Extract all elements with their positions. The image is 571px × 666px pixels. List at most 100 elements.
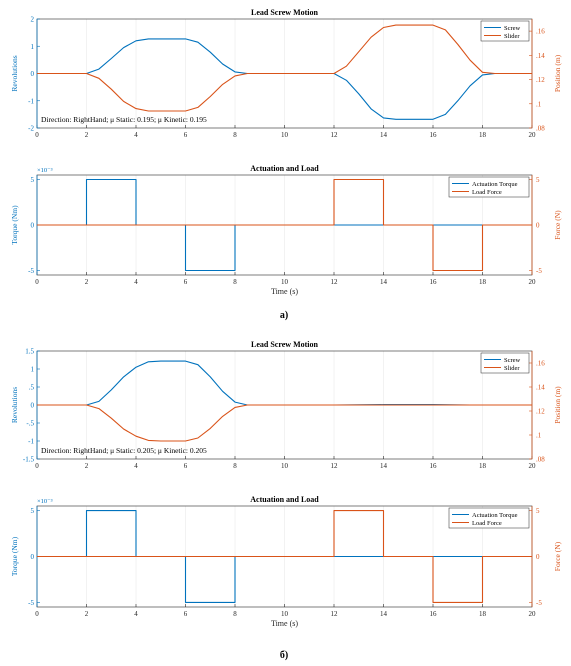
chart-title: Lead Screw Motion (251, 8, 319, 17)
x-tick-label: 6 (184, 131, 188, 139)
x-tick-label: 8 (233, 462, 237, 470)
y-axis-label-right: Position (m) (553, 386, 562, 424)
y-tick-label-right: .1 (536, 432, 542, 440)
y-tick-label-right: 0 (536, 222, 540, 230)
x-tick-label: 12 (331, 278, 339, 286)
x-tick-label: 14 (380, 278, 388, 286)
y-axis-label-left: Revolutions (10, 55, 19, 91)
y-tick-label-left: -5 (28, 267, 34, 275)
y-tick-label-left: 1 (31, 43, 35, 51)
series-line-load-force (37, 178, 532, 272)
y-tick-label-left: -2 (28, 125, 34, 133)
legend-label: Slider (504, 33, 520, 40)
y-axis-label-right: Force (N) (553, 541, 562, 571)
x-tick-label: 4 (134, 278, 138, 286)
chart-title: Actuation and Load (250, 495, 319, 504)
x-tick-label: 20 (529, 462, 537, 470)
y-axis-label-left: Revolutions (10, 387, 19, 423)
x-tick-label: 6 (184, 610, 188, 618)
x-tick-label: 10 (281, 278, 289, 286)
legend-label: Actuation Torque (472, 512, 518, 519)
x-tick-label: 20 (529, 610, 537, 618)
x-tick-label: 0 (35, 610, 39, 618)
x-tick-label: 20 (529, 278, 537, 286)
chart-a-load: 0 2 4 6 8 10 12 14 16 18 20-505-505×10⁻³ Actuation … (10, 164, 562, 296)
y-axis-label-left: Torque (Nm) (10, 536, 19, 576)
y-tick-label-right: -5 (536, 599, 542, 607)
y-tick-label-left: -1.5 (23, 456, 35, 464)
y-tick-label-right: -5 (536, 267, 542, 275)
x-tick-label: 16 (430, 610, 438, 618)
x-tick-label: 12 (331, 610, 339, 618)
y-tick-label-right: .14 (536, 384, 545, 392)
x-tick-label: 2 (85, 278, 89, 286)
y-tick-label-right: 5 (536, 507, 540, 515)
y-tick-label-left: 5 (31, 507, 35, 515)
x-tick-label: 6 (184, 278, 188, 286)
x-tick-label: 18 (479, 462, 487, 470)
x-axis-label: Time (s) (271, 287, 298, 296)
y-tick-label-right: .12 (536, 408, 545, 416)
y-tick-label-left: 5 (31, 176, 35, 184)
y-tick-label-right: 0 (536, 553, 540, 561)
legend-label: Slider (504, 365, 520, 372)
chart-b-load: 0 2 4 6 8 10 12 14 16 18 20-505-505×10⁻³ Actuation … (10, 495, 562, 628)
y-tick-label-right: .14 (536, 52, 545, 60)
x-tick-label: 16 (430, 131, 438, 139)
y-axis-label-left: Torque (Nm) (10, 205, 19, 245)
x-tick-label: 12 (331, 462, 339, 470)
x-axis-label: Time (s) (271, 619, 298, 628)
x-tick-label: 8 (233, 278, 237, 286)
x-tick-label: 10 (281, 131, 289, 139)
legend-label: Load Force (472, 189, 502, 196)
y-tick-label-right: .08 (536, 456, 545, 464)
y-tick-label-left: 2 (31, 16, 35, 24)
x-tick-label: 14 (380, 462, 388, 470)
y-tick-label-left: 0 (31, 70, 35, 78)
y-exponent-label: ×10⁻³ (37, 498, 53, 505)
y-tick-label-left: 0 (31, 402, 35, 410)
legend-label: Actuation Torque (472, 181, 518, 188)
y-tick-label-right: .16 (536, 28, 545, 36)
y-tick-label-left: -1 (28, 438, 34, 446)
y-tick-label-right: 5 (536, 176, 540, 184)
y-tick-label-left: 1 (31, 366, 35, 374)
x-tick-label: 8 (233, 131, 237, 139)
y-tick-label-left: -5 (28, 599, 34, 607)
x-tick-label: 4 (134, 610, 138, 618)
x-tick-label: 6 (184, 462, 188, 470)
x-tick-label: 16 (430, 462, 438, 470)
y-tick-label-right: .08 (536, 125, 545, 133)
y-tick-label-left: 0 (31, 222, 35, 230)
x-tick-label: 0 (35, 278, 39, 286)
x-tick-label: 2 (85, 610, 89, 618)
legend-label: Screw (504, 25, 521, 32)
x-tick-label: 18 (479, 610, 487, 618)
x-tick-label: 2 (85, 131, 89, 139)
x-tick-label: 16 (430, 278, 438, 286)
y-tick-label-left: -1 (28, 97, 34, 105)
x-tick-label: 10 (281, 462, 289, 470)
series-line-slider (37, 404, 532, 442)
chart-b-motion: 0 2 4 6 8 10 12 14 16 18 20 -1.5 -1 -.5 0 .5 1 1.5 .08 .1 .1… (10, 340, 562, 470)
y-axis-label-right: Position (m) (553, 54, 562, 92)
x-tick-label: 4 (134, 462, 138, 470)
x-tick-label: 8 (233, 610, 237, 618)
x-tick-label: 2 (85, 462, 89, 470)
y-tick-label-right: .16 (536, 360, 545, 368)
chart-layer: 0 2 4 6 8 10 12 14 16 18 20-2-1012.08.1.12.14.16Le… (10, 8, 562, 628)
x-tick-label: 14 (380, 131, 388, 139)
panel-label-b: б) (280, 650, 288, 661)
x-tick-label: 18 (479, 131, 487, 139)
series-line-load-force (37, 510, 532, 603)
x-tick-label: 0 (35, 462, 39, 470)
x-tick-label: 4 (134, 131, 138, 139)
panel-label-a: а) (280, 310, 288, 321)
annotation-text: Direction: RightHand; μ Static: 0.205; μ… (41, 446, 207, 455)
chart-title: Lead Screw Motion (251, 340, 319, 349)
y-tick-label-left: .5 (29, 384, 35, 392)
x-tick-label: 0 (35, 131, 39, 139)
y-axis-label-right: Force (N) (553, 210, 562, 240)
legend-label: Load Force (472, 520, 502, 527)
legend-label: Screw (504, 357, 521, 364)
